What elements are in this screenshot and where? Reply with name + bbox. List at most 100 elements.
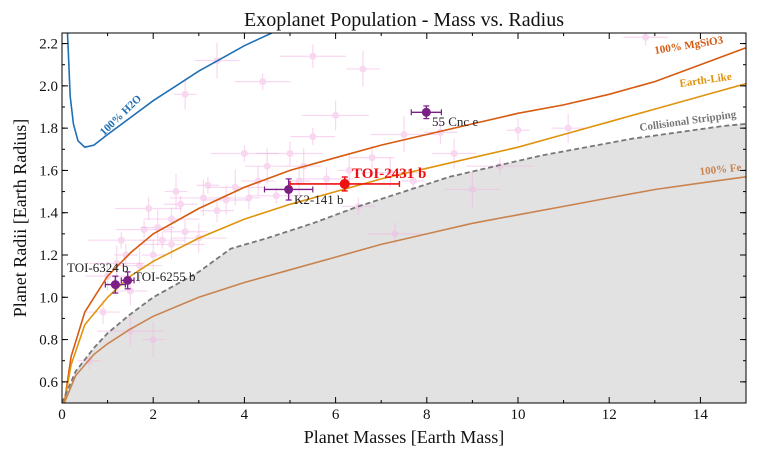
y-tick-label: 1.4: [39, 206, 58, 222]
y-tick-label: 2.0: [39, 79, 58, 95]
y-tick-label: 1.8: [39, 121, 58, 137]
population-point: [164, 173, 188, 210]
chart-title: Exoplanet Population - Mass vs. Radius: [244, 9, 564, 31]
population-point: [551, 113, 586, 143]
population-marker: [263, 162, 271, 170]
featured-planet-layer: [289, 176, 401, 192]
population-point: [163, 195, 198, 213]
x-tick-label: 0: [58, 407, 66, 423]
population-point: [141, 321, 165, 358]
population-point: [200, 198, 234, 223]
population-marker: [117, 236, 125, 244]
population-point: [116, 221, 172, 239]
plot-frame: [61, 32, 747, 404]
population-marker: [332, 111, 340, 119]
population-point: [162, 220, 208, 244]
population-point: [237, 186, 261, 210]
population-point: [367, 222, 423, 246]
population-point: [115, 196, 182, 221]
curve-line-1: [63, 47, 746, 403]
population-marker: [167, 215, 175, 223]
population-point: [173, 79, 197, 110]
population-point: [139, 231, 185, 249]
highlight-marker: [421, 107, 431, 117]
population-marker: [181, 228, 189, 236]
population-marker: [240, 150, 248, 158]
x-tick-label: 4: [241, 407, 249, 423]
population-marker: [145, 204, 153, 212]
population-marker: [99, 308, 107, 316]
featured-planet-label: TOI-2431 b: [352, 166, 426, 182]
population-marker: [259, 78, 267, 86]
highlight-marker: [284, 184, 294, 194]
population-point: [141, 240, 165, 270]
population-marker: [154, 224, 162, 232]
stripping-shade-layer: [62, 123, 746, 403]
population-point: [234, 73, 291, 91]
curve-label-0: 100% H2O: [98, 92, 145, 138]
population-point: [279, 44, 347, 68]
x-axis-label: Planet Masses [Earth Mass]: [304, 427, 504, 447]
population-point: [290, 128, 336, 146]
population-marker: [450, 150, 458, 158]
curve-line-3: [62, 123, 746, 403]
featured-marker: [339, 178, 350, 189]
population-marker: [359, 65, 367, 73]
population-marker: [136, 262, 144, 270]
curve-line-0: [66, 33, 273, 149]
curve-label-2: Earth-Like: [679, 71, 733, 90]
population-marker: [149, 336, 157, 344]
population-point: [88, 245, 145, 282]
planet-label-3: 55 Cnc e: [432, 114, 478, 129]
highlight-marker: [123, 275, 133, 285]
highlight-marker: [110, 280, 120, 290]
population-marker: [177, 200, 185, 208]
population-marker: [368, 154, 376, 162]
population-marker: [514, 126, 522, 134]
highlight-planet-3: [410, 105, 442, 120]
population-marker: [309, 52, 317, 60]
population-point: [401, 172, 425, 190]
y-tick-label: 1.0: [39, 290, 58, 306]
population-marker: [167, 240, 175, 248]
population-marker: [409, 177, 417, 185]
x-tick-label: 12: [602, 407, 617, 423]
population-marker: [468, 185, 476, 193]
population-point: [506, 118, 530, 142]
curve-line-4: [63, 176, 746, 403]
plot-area: [62, 33, 746, 403]
population-marker: [158, 236, 166, 244]
population-marker: [391, 230, 399, 238]
y-tick-label: 0.8: [39, 333, 58, 349]
population-marker: [149, 251, 157, 259]
population-point: [287, 166, 311, 196]
population-point: [196, 176, 220, 194]
highlight-planet-1: [120, 271, 135, 290]
population-marker: [213, 207, 221, 215]
population-point: [203, 185, 249, 215]
population-point: [623, 33, 669, 46]
y-tick-label: 1.6: [39, 163, 58, 179]
population-point: [138, 229, 205, 260]
y-tick-label: 0.6: [39, 375, 58, 391]
curve-line-2: [63, 82, 746, 403]
population-point: [466, 157, 534, 175]
x-tick-label: 14: [693, 407, 709, 423]
population-marker: [181, 90, 189, 98]
population-marker: [222, 196, 230, 204]
population-point: [431, 138, 477, 169]
population-point: [346, 50, 380, 87]
population-marker: [496, 162, 504, 170]
population-point: [241, 166, 275, 196]
population-marker: [564, 124, 572, 132]
planet-labels: TOI-6324 b TOI-6255 b K2-141 b 55 Cnc e TOI-…: [67, 114, 478, 284]
y-axis-label: Planet Radii [Earth Radius]: [10, 119, 30, 317]
x-tick-label: 10: [511, 407, 526, 423]
population-marker: [322, 175, 330, 183]
population-point: [349, 146, 395, 170]
population-point: [444, 171, 501, 208]
curve-label-4: 100% Fe: [699, 162, 742, 178]
population-marker: [400, 130, 408, 138]
population-marker: [642, 33, 650, 41]
